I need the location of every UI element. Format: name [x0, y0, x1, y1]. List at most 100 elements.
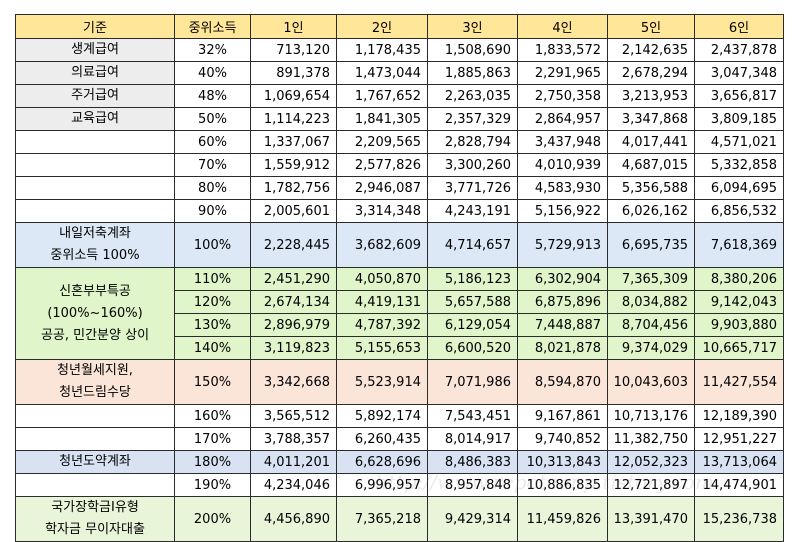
row-label-line: 공공, 민간분양 상이	[40, 327, 150, 343]
row-label-line: 중위소득 100%	[50, 248, 140, 263]
amount-cell: 713,120	[250, 38, 337, 62]
amount-cell: 15,236,738	[694, 496, 784, 542]
amount-cell: 9,374,029	[607, 336, 695, 360]
amount-cell: 9,167,861	[517, 404, 608, 428]
amount-cell: 1,508,690	[427, 38, 518, 62]
median-percent-cell: 80%	[174, 176, 251, 200]
amount-cell: 3,047,348	[694, 61, 784, 85]
amount-cell: 6,094,695	[694, 176, 784, 200]
amount-cell: 8,034,882	[607, 290, 695, 314]
table-row: 내일저축계좌 중위소득 100% 100% 2,228,445 3,682,609 4,7…	[15, 222, 784, 268]
amount-cell: 2,674,134	[250, 290, 337, 314]
row-label: 청년도약계좌	[15, 450, 175, 474]
amount-cell: 2,209,565	[336, 130, 428, 154]
amount-cell: 6,628,696	[336, 450, 428, 474]
amount-cell: 3,788,357	[250, 427, 337, 451]
amount-cell: 10,313,843	[517, 450, 608, 474]
amount-cell: 4,571,021	[694, 130, 784, 154]
row-label: 국가장학금I유형 학자금 무이자대출	[15, 496, 175, 542]
median-percent-cell: 200%	[174, 496, 251, 542]
amount-cell: 8,594,870	[517, 359, 608, 405]
median-percent-cell: 150%	[174, 359, 251, 405]
amount-cell: 5,332,858	[694, 153, 784, 177]
header-4-person: 4인	[517, 14, 608, 39]
amount-cell: 2,896,979	[250, 313, 337, 337]
row-label-line: 청년드림수당	[59, 385, 131, 400]
median-percent-cell: 60%	[174, 130, 251, 154]
header-3-person: 3인	[427, 14, 518, 39]
amount-cell: 5,892,174	[336, 404, 428, 428]
amount-cell: 2,864,957	[517, 107, 608, 131]
amount-cell: 2,828,794	[427, 130, 518, 154]
amount-cell: 4,419,131	[336, 290, 428, 314]
amount-cell: 8,486,383	[427, 450, 518, 474]
amount-cell: 2,142,635	[607, 38, 695, 62]
table-row: 190% 4,234,046 6,996,957 8,957,848 10,886,83…	[15, 473, 784, 497]
amount-cell: 13,391,470	[607, 496, 695, 542]
amount-cell: 891,378	[250, 61, 337, 85]
table-row: 120% 2,674,134 4,419,131 5,657,588 6,875,896…	[16, 290, 784, 314]
amount-cell: 1,337,067	[250, 130, 337, 154]
header-median-income: 중위소득	[174, 14, 251, 39]
amount-cell: 2,357,329	[427, 107, 518, 131]
median-percent-cell: 48%	[174, 84, 251, 108]
amount-cell: 6,600,520	[427, 336, 518, 360]
median-percent-cell: 100%	[174, 222, 251, 268]
amount-cell: 8,014,917	[427, 427, 518, 451]
row-label: 의료급여	[15, 61, 175, 85]
amount-cell: 14,474,901	[694, 473, 784, 497]
header-5-person: 5인	[607, 14, 695, 39]
row-label: 청년월세지원, 청년드림수당	[15, 359, 175, 405]
amount-cell: 12,951,227	[694, 427, 784, 451]
amount-cell: 2,678,294	[607, 61, 695, 85]
median-percent-cell: 40%	[174, 61, 251, 85]
amount-cell: 5,356,588	[607, 176, 695, 200]
median-percent-cell: 130%	[174, 313, 251, 337]
row-label-empty	[15, 130, 175, 154]
amount-cell: 10,665,717	[694, 336, 784, 360]
header-1-person: 1인	[250, 14, 337, 39]
amount-cell: 5,156,922	[517, 199, 608, 223]
median-percent-cell: 32%	[174, 38, 251, 62]
row-label: 신혼부부특공 (100%~160%) 공공, 민간분양 상이	[15, 267, 175, 360]
table-row: 160% 3,565,512 5,892,174 7,543,451 9,167,861…	[15, 404, 784, 428]
amount-cell: 11,459,826	[517, 496, 608, 542]
table-row: 교육급여 50% 1,114,223 1,841,305 2,357,329 2,864,…	[15, 107, 784, 131]
row-label-empty	[15, 404, 175, 428]
amount-cell: 3,213,953	[607, 84, 695, 108]
table-row: 청년월세지원, 청년드림수당 150% 3,342,668 5,523,914 7,071…	[15, 359, 784, 405]
amount-cell: 6,856,532	[694, 199, 784, 223]
amount-cell: 3,119,823	[250, 336, 337, 360]
amount-cell: 4,050,870	[336, 267, 428, 291]
amount-cell: 8,957,848	[427, 473, 518, 497]
row-label-line: 국가장학금I유형	[51, 500, 139, 515]
amount-cell: 1,114,223	[250, 107, 337, 131]
median-income-table: 기준 중위소득 1인 2인 3인 4인 5인 6인 생계급여 32% 713,120…	[15, 14, 784, 542]
row-label-empty	[15, 176, 175, 200]
amount-cell: 6,302,904	[517, 267, 608, 291]
amount-cell: 3,437,948	[517, 130, 608, 154]
row-label: 교육급여	[15, 107, 175, 131]
amount-cell: 3,342,668	[250, 359, 337, 405]
median-percent-cell: 120%	[174, 290, 251, 314]
median-percent-cell: 70%	[174, 153, 251, 177]
amount-cell: 13,713,064	[694, 450, 784, 474]
row-label-empty	[15, 199, 175, 223]
amount-cell: 10,713,176	[607, 404, 695, 428]
median-percent-cell: 180%	[174, 450, 251, 474]
table-row: 국가장학금I유형 학자금 무이자대출 200% 4,456,890 7,365,218 9…	[15, 496, 784, 542]
amount-cell: 9,903,880	[694, 313, 784, 337]
amount-cell: 6,996,957	[336, 473, 428, 497]
amount-cell: 2,291,965	[517, 61, 608, 85]
amount-cell: 5,186,123	[427, 267, 518, 291]
amount-cell: 6,260,435	[336, 427, 428, 451]
amount-cell: 4,017,441	[607, 130, 695, 154]
amount-cell: 8,021,878	[517, 336, 608, 360]
amount-cell: 3,771,726	[427, 176, 518, 200]
table-row: 주거급여 48% 1,069,654 1,767,652 2,263,035 2,750,…	[15, 84, 784, 108]
amount-cell: 2,437,878	[694, 38, 784, 62]
amount-cell: 3,347,868	[607, 107, 695, 131]
row-label-line: 교육급여	[71, 111, 119, 126]
amount-cell: 1,473,044	[336, 61, 428, 85]
row-label-line: (100%~160%)	[47, 305, 143, 321]
